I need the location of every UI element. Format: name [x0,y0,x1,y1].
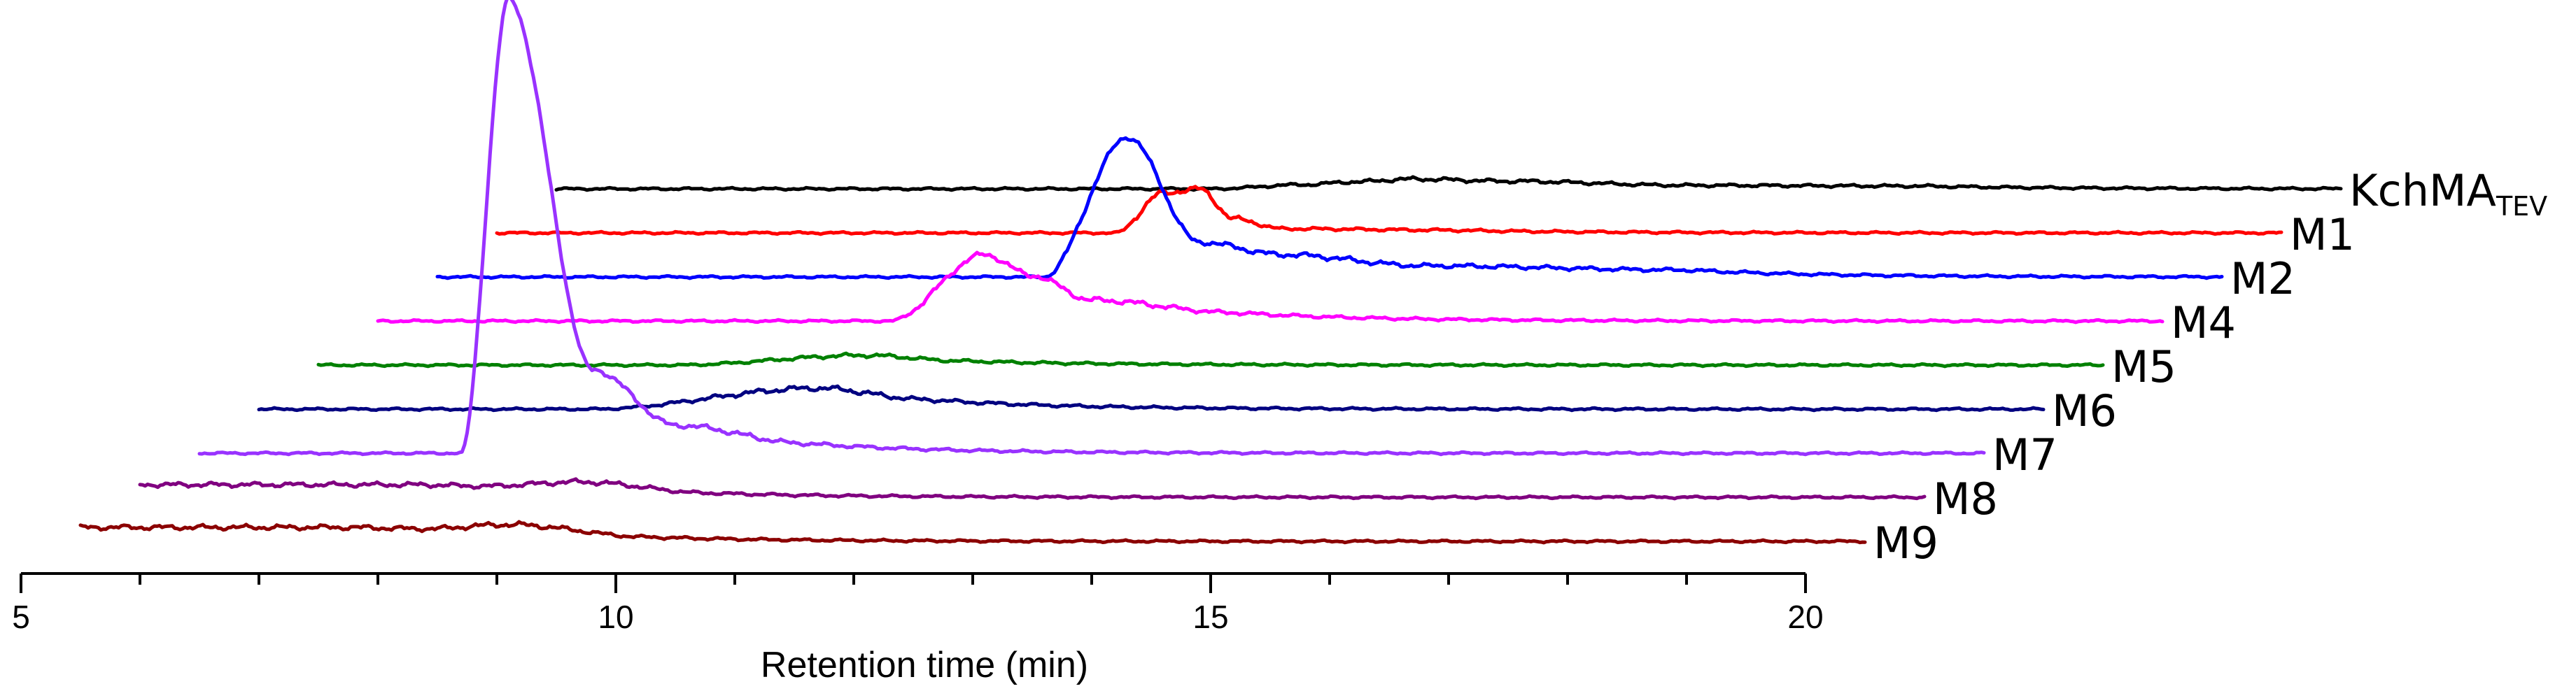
trace-m4 [376,250,2165,325]
series-label-kchma: KchMATEV [2349,165,2547,222]
x-tick-label: 20 [1787,599,1823,635]
trace-m9 [78,520,1867,545]
series-label-m7: M7 [1992,429,2057,480]
x-axis: 5 10 15 20 [12,572,1824,635]
trace-m7 [197,0,1986,457]
series-label-m2: M2 [2230,253,2295,304]
trace-m8 [138,477,1927,501]
series-label-m9: M9 [1873,518,1938,569]
x-tick-label: 15 [1192,599,1228,635]
trace-m1 [495,185,2283,236]
x-tick-label: 5 [12,599,30,635]
x-axis-label: Retention time (min) [761,645,1088,685]
series-label-m1: M1 [2290,209,2355,260]
trace-m5 [316,351,2105,369]
trace-group [78,0,2343,545]
series-label-m5: M5 [2111,341,2176,392]
x-tick-label: 10 [598,599,633,635]
series-label-m8: M8 [1933,473,1998,525]
trace-kchma [554,175,2343,192]
series-label-m4: M4 [2171,297,2236,348]
trace-m2 [435,136,2224,280]
trace-m6 [257,384,2046,413]
series-label-m6: M6 [2052,385,2117,436]
